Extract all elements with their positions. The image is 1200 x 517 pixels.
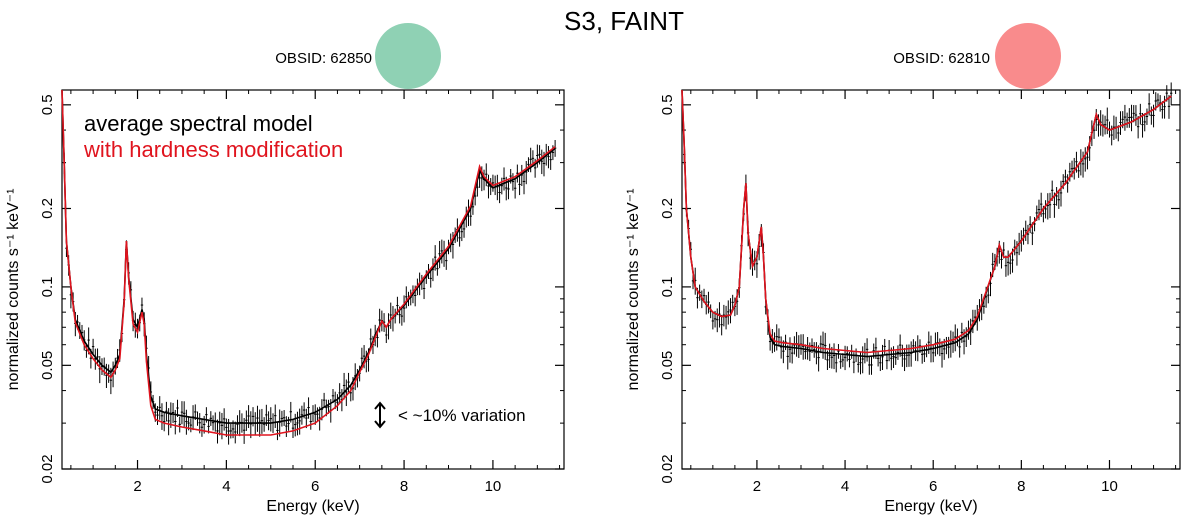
series-line-hardness-model bbox=[681, 89, 1172, 354]
obsid-label-right: OBSID: 62810 bbox=[893, 50, 990, 67]
y-tick-label: 0.05 bbox=[659, 351, 676, 380]
x-tick-label: 8 bbox=[1017, 478, 1025, 495]
figure-title: S3, FAINT bbox=[564, 6, 684, 36]
data-points bbox=[63, 139, 557, 445]
legend-line-hardness: with hardness modification bbox=[83, 137, 343, 162]
series-line-hardness-model bbox=[61, 89, 556, 436]
x-tick-label: 6 bbox=[311, 478, 319, 495]
x-axis-label: Energy (keV) bbox=[884, 498, 977, 515]
double-arrow-icon bbox=[374, 401, 386, 429]
legend-line-average: average spectral model bbox=[84, 111, 313, 136]
spectrum-chart-right: 2 4 6 8 10 0.02 0.05 0.1 0.2 0.5 Energy (keV) norma… bbox=[625, 82, 1181, 515]
plot-frame bbox=[681, 89, 1181, 470]
y-tick-label: 0.5 bbox=[39, 94, 56, 115]
x-tick-label: 10 bbox=[485, 478, 502, 495]
series-line-average-model bbox=[681, 89, 1172, 358]
x-tick-label: 8 bbox=[400, 478, 408, 495]
spectrum-chart-left: 2 4 6 8 10 0.02 0.05 0.1 0.2 0.5 Energy (keV) norma… bbox=[5, 89, 565, 515]
x-tick-label: 6 bbox=[929, 478, 937, 495]
x-tick-label: 2 bbox=[133, 478, 141, 495]
series-line-average-model bbox=[61, 89, 556, 424]
panel-right: OBSID: 62810 2 4 6 8 10 0.02 0.05 0.1 0.2 0.5 Ener… bbox=[625, 23, 1181, 515]
plot-frame bbox=[61, 89, 565, 470]
y-tick-label: 0.02 bbox=[39, 454, 56, 483]
x-tick-label: 4 bbox=[222, 478, 230, 495]
y-tick-label: 0.02 bbox=[659, 454, 676, 483]
y-tick-label: 0.2 bbox=[659, 198, 676, 219]
y-tick-label: 0.2 bbox=[39, 198, 56, 219]
x-tick-label: 2 bbox=[753, 478, 761, 495]
panel-left: OBSID: 62850 2 4 6 8 10 0.02 0.05 0.1 0.2 0.5 Ener… bbox=[5, 23, 565, 515]
data-points bbox=[683, 82, 1173, 375]
obsid-marker-left bbox=[375, 23, 441, 89]
y-tick-label: 0.1 bbox=[39, 276, 56, 297]
y-axis-label: normalized counts s⁻¹ keV⁻¹ bbox=[625, 189, 642, 391]
x-tick-label: 4 bbox=[841, 478, 849, 495]
obsid-marker-right bbox=[995, 23, 1061, 89]
y-tick-label: 0.5 bbox=[659, 94, 676, 115]
y-axis-label: normalized counts s⁻¹ keV⁻¹ bbox=[5, 189, 22, 391]
y-tick-label: 0.1 bbox=[659, 276, 676, 297]
y-tick-label: 0.05 bbox=[39, 351, 56, 380]
obsid-label-left: OBSID: 62850 bbox=[275, 50, 372, 67]
x-tick-label: 10 bbox=[1101, 478, 1118, 495]
variation-annotation: < ~10% variation bbox=[398, 406, 526, 425]
x-axis-label: Energy (keV) bbox=[266, 498, 359, 515]
